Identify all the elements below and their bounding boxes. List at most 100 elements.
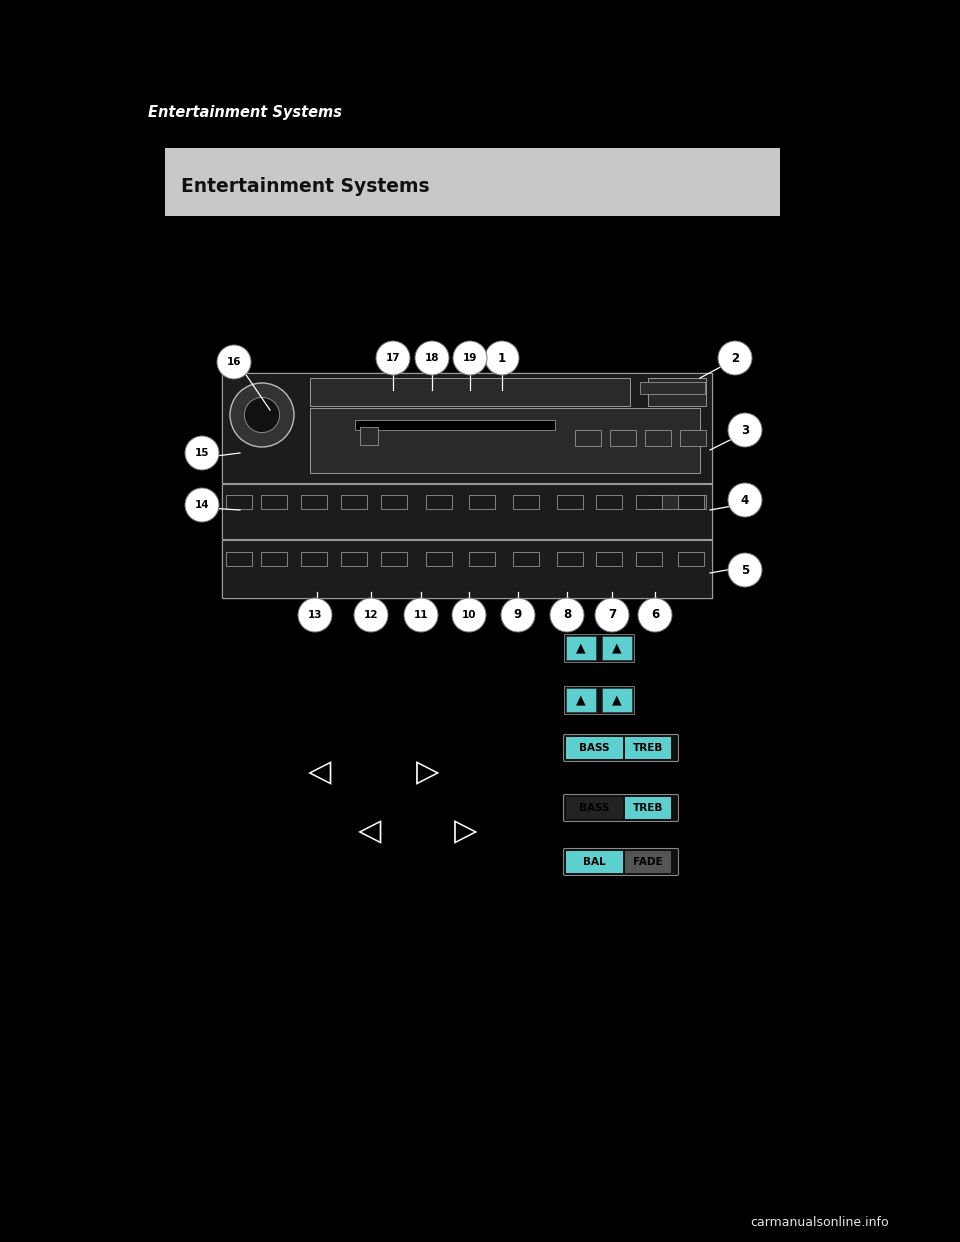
Text: Entertainment Systems: Entertainment Systems [181, 176, 430, 195]
Text: ▲: ▲ [612, 693, 622, 707]
Circle shape [415, 342, 449, 375]
Bar [310, 378, 630, 406]
Circle shape [354, 597, 388, 632]
Bar [426, 551, 452, 566]
FancyBboxPatch shape [564, 734, 679, 761]
Text: 18: 18 [424, 353, 440, 363]
Text: ◁: ◁ [308, 759, 332, 787]
Bar [602, 688, 632, 712]
Text: 17: 17 [386, 353, 400, 363]
Circle shape [404, 597, 438, 632]
Circle shape [453, 342, 487, 375]
Bar [226, 551, 252, 566]
Bar [678, 496, 704, 509]
Text: 13: 13 [308, 610, 323, 620]
Bar [381, 551, 407, 566]
Circle shape [298, 597, 332, 632]
Bar [680, 430, 706, 446]
Bar [301, 496, 327, 509]
Text: 11: 11 [414, 610, 428, 620]
Circle shape [376, 342, 410, 375]
Text: 3: 3 [741, 424, 749, 436]
Text: ▷: ▷ [417, 759, 440, 787]
Bar [648, 378, 706, 406]
Circle shape [550, 597, 584, 632]
Text: BASS: BASS [579, 743, 610, 753]
Bar [469, 551, 495, 566]
Circle shape [595, 597, 629, 632]
Bar [301, 551, 327, 566]
Bar [513, 551, 539, 566]
Text: ▲: ▲ [576, 642, 586, 655]
Bar [566, 851, 623, 873]
Bar [678, 551, 704, 566]
Bar [341, 496, 367, 509]
Circle shape [638, 597, 672, 632]
Text: 9: 9 [514, 609, 522, 621]
Bar [636, 496, 662, 509]
Text: 19: 19 [463, 353, 477, 363]
Text: ◁: ◁ [358, 817, 382, 847]
Circle shape [217, 345, 251, 379]
Text: ▲: ▲ [612, 642, 622, 655]
Bar [360, 427, 378, 445]
Text: Entertainment Systems: Entertainment Systems [148, 104, 342, 119]
Bar [648, 496, 706, 509]
Circle shape [230, 383, 294, 447]
Bar [640, 383, 705, 394]
FancyBboxPatch shape [564, 848, 679, 876]
Bar [564, 686, 634, 714]
Bar [625, 851, 671, 873]
Bar [222, 373, 712, 483]
Circle shape [728, 414, 762, 447]
Bar [625, 737, 671, 759]
Bar [165, 148, 780, 216]
Text: 4: 4 [741, 493, 749, 507]
Text: 5: 5 [741, 564, 749, 576]
Text: 7: 7 [608, 609, 616, 621]
Text: TREB: TREB [633, 743, 663, 753]
Bar [636, 551, 662, 566]
Bar [625, 797, 671, 818]
Bar [261, 496, 287, 509]
Text: 16: 16 [227, 356, 241, 366]
Circle shape [185, 436, 219, 469]
Bar [426, 496, 452, 509]
Bar [381, 496, 407, 509]
Bar [355, 420, 555, 430]
Text: 1: 1 [498, 351, 506, 364]
Bar [222, 484, 712, 539]
Circle shape [452, 597, 486, 632]
Text: 8: 8 [563, 609, 571, 621]
Text: TREB: TREB [633, 804, 663, 814]
Text: ▲: ▲ [576, 693, 586, 707]
Circle shape [718, 342, 752, 375]
FancyBboxPatch shape [564, 795, 679, 821]
Bar [513, 496, 539, 509]
Circle shape [245, 397, 279, 432]
Bar [575, 430, 601, 446]
Circle shape [728, 483, 762, 517]
Text: 12: 12 [364, 610, 378, 620]
Bar [222, 540, 712, 597]
Bar [226, 496, 252, 509]
Bar [310, 409, 700, 473]
Text: 14: 14 [195, 501, 209, 510]
Bar [566, 636, 596, 660]
Text: BAL: BAL [584, 857, 606, 867]
Bar [566, 688, 596, 712]
Text: 10: 10 [462, 610, 476, 620]
Bar [469, 496, 495, 509]
Circle shape [185, 488, 219, 522]
Text: 6: 6 [651, 609, 660, 621]
Circle shape [501, 597, 535, 632]
Bar [261, 551, 287, 566]
Bar [645, 430, 671, 446]
Bar [557, 496, 583, 509]
Text: 2: 2 [731, 351, 739, 364]
Bar [566, 737, 623, 759]
Bar [566, 797, 623, 818]
Bar [596, 496, 622, 509]
Circle shape [485, 342, 519, 375]
Text: FADE: FADE [634, 857, 663, 867]
